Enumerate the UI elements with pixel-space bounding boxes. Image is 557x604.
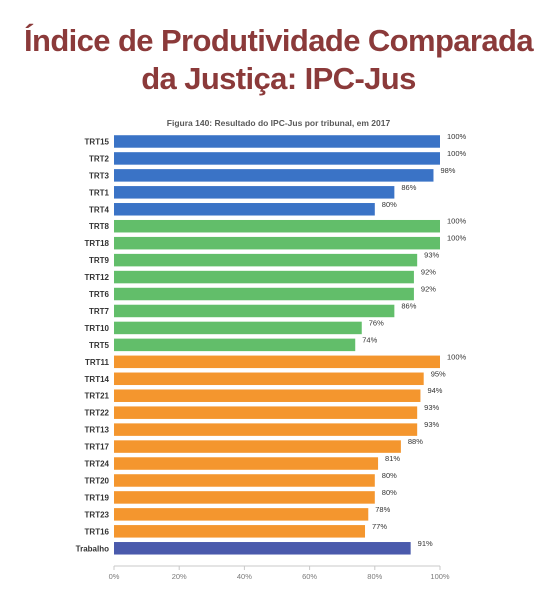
bar — [114, 203, 375, 216]
category-label: TRT8 — [89, 222, 110, 231]
category-label: TRT23 — [85, 510, 110, 519]
category-label: TRT21 — [85, 392, 110, 401]
data-label: 77% — [372, 522, 387, 531]
page-title-line-1: Índice de Produtividade Comparada — [23, 23, 534, 58]
data-label: 100% — [447, 217, 467, 226]
bar — [114, 186, 395, 199]
bar — [114, 304, 395, 318]
category-label: TRT9 — [89, 256, 110, 265]
data-label: 80% — [382, 488, 397, 497]
chart-title: Figura 140: Resultado do IPC-Jus por tri… — [166, 118, 391, 128]
bar — [114, 542, 411, 555]
category-label: TRT10 — [85, 324, 110, 333]
data-label: 76% — [369, 318, 384, 327]
bar — [114, 440, 401, 453]
data-label: 78% — [375, 505, 390, 514]
bar — [114, 152, 440, 165]
x-tick-label: 60% — [302, 572, 317, 581]
x-tick-label: 80% — [367, 572, 382, 581]
category-label: TRT19 — [85, 493, 110, 502]
data-label: 80% — [382, 200, 397, 209]
category-label: TRT3 — [89, 171, 110, 180]
bar — [114, 135, 440, 148]
category-label: TRT1 — [89, 188, 110, 197]
bar — [114, 423, 418, 436]
bar — [114, 372, 424, 386]
data-label: 91% — [418, 539, 433, 548]
category-label: TRT12 — [85, 273, 110, 282]
data-label: 88% — [408, 437, 423, 446]
bar — [114, 287, 414, 301]
category-label: TRT15 — [85, 137, 110, 146]
category-label: TRT24 — [85, 460, 110, 469]
category-label: TRT20 — [85, 476, 110, 485]
data-label: 80% — [382, 471, 397, 480]
page-title: Índice de Produtividade Comparada da Jus… — [0, 22, 557, 98]
data-label: 94% — [427, 386, 442, 395]
data-label: 100% — [447, 149, 467, 158]
category-label: TRT17 — [85, 443, 110, 452]
data-label: 86% — [401, 301, 416, 310]
category-label: TRT11 — [85, 358, 110, 367]
x-tick-label: 0% — [109, 572, 120, 581]
category-label: Trabalho — [76, 544, 109, 553]
bar — [114, 355, 440, 369]
x-tick-label: 100% — [430, 572, 450, 581]
bar — [114, 491, 375, 504]
data-label: 74% — [362, 335, 377, 344]
data-label: 92% — [421, 285, 436, 294]
x-tick-label: 40% — [237, 572, 252, 581]
bar — [114, 236, 440, 250]
category-label: TRT2 — [89, 154, 110, 163]
data-label: 100% — [447, 132, 467, 141]
bar — [114, 169, 434, 182]
category-label: TRT16 — [85, 527, 110, 536]
bar — [114, 321, 362, 335]
page-title-line-2: da Justiça: IPC-Jus — [141, 61, 416, 96]
bar — [114, 270, 414, 284]
category-label: TRT13 — [85, 426, 110, 435]
bar — [114, 406, 418, 419]
data-label: 92% — [421, 268, 436, 277]
category-label: TRT7 — [89, 307, 110, 316]
data-label: 93% — [424, 251, 439, 260]
bar — [114, 508, 369, 521]
bar — [114, 253, 418, 267]
bar — [114, 219, 440, 233]
data-label: 86% — [401, 183, 416, 192]
category-label: TRT22 — [85, 409, 110, 418]
category-label: TRT14 — [85, 375, 110, 384]
category-label: TRT18 — [85, 239, 110, 248]
data-label: 98% — [440, 166, 455, 175]
data-label: 93% — [424, 403, 439, 412]
data-label: 100% — [447, 352, 467, 361]
bar — [114, 338, 356, 352]
bar — [114, 389, 421, 402]
data-label: 81% — [385, 454, 400, 463]
category-label: TRT4 — [89, 205, 110, 214]
data-label: 100% — [447, 234, 467, 243]
bar — [114, 525, 366, 538]
x-tick-label: 20% — [172, 572, 187, 581]
data-label: 93% — [424, 420, 439, 429]
bar — [114, 457, 379, 470]
category-label: TRT5 — [89, 341, 110, 350]
data-label: 95% — [431, 369, 446, 378]
bar — [114, 474, 375, 487]
category-label: TRT6 — [89, 290, 110, 299]
